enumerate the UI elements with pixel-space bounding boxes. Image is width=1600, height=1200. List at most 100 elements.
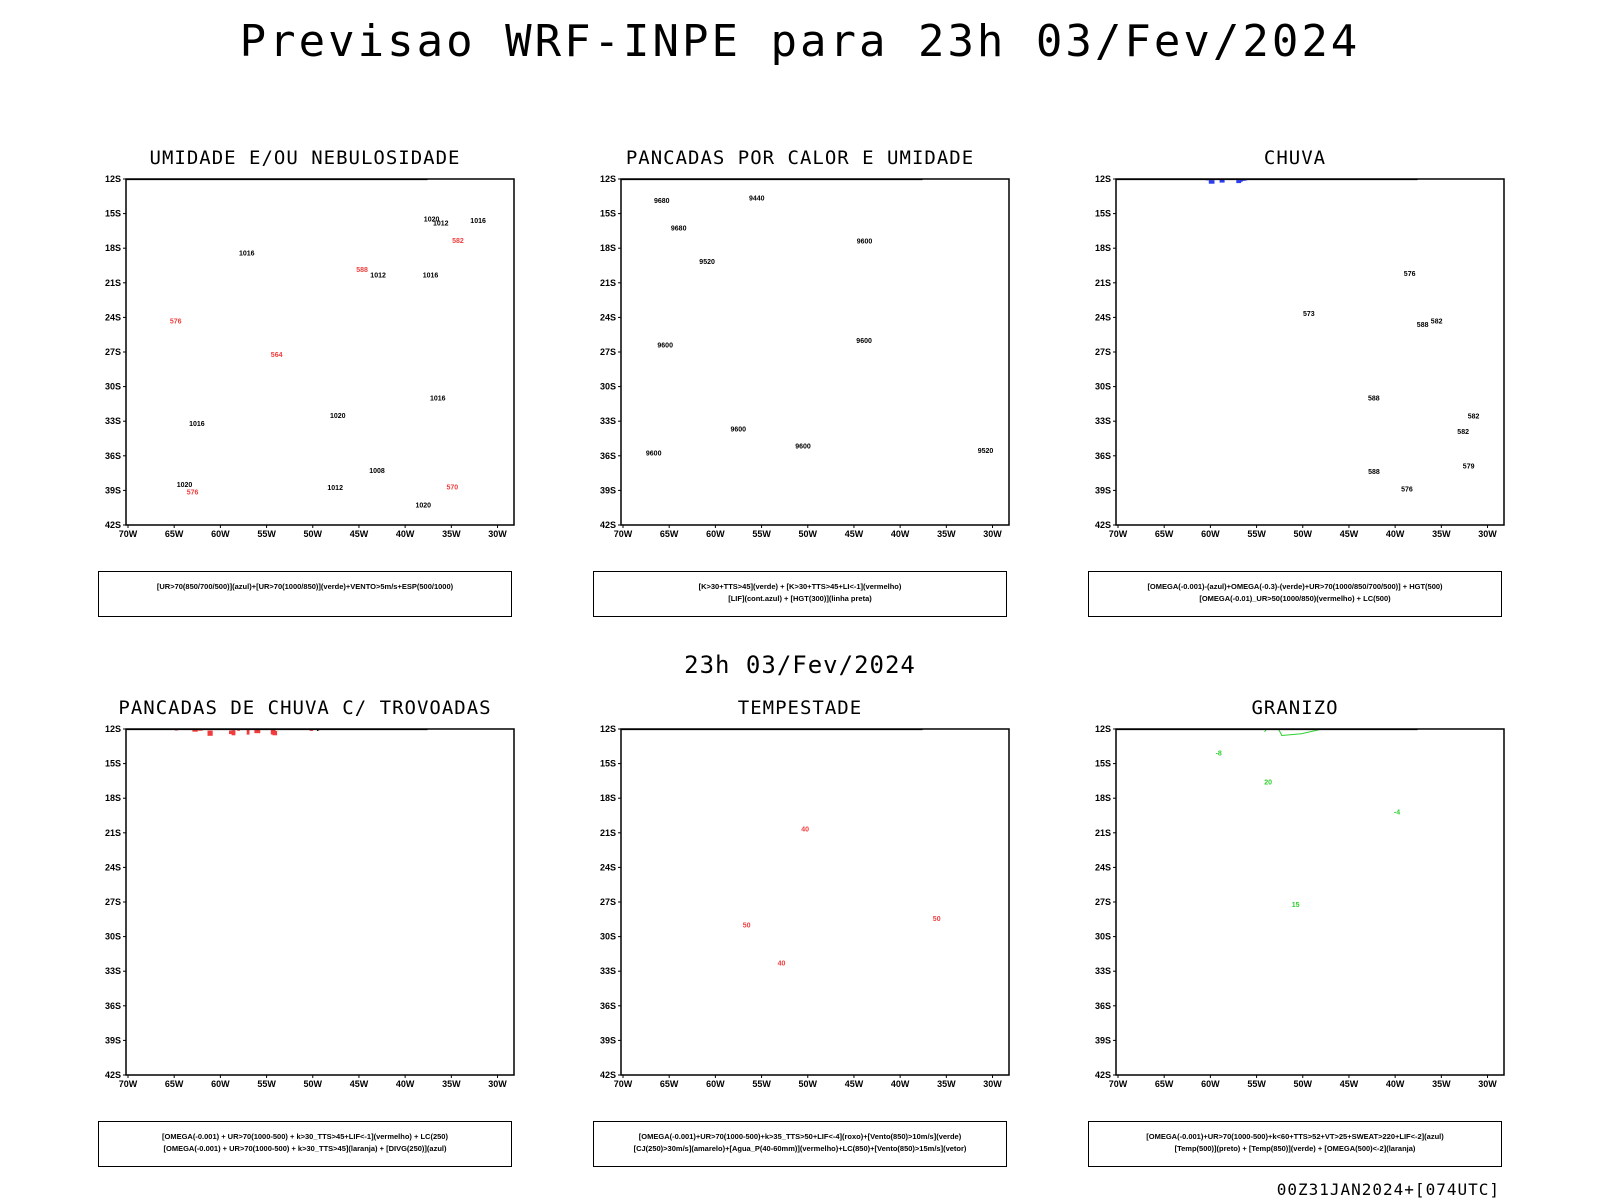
lat-label: 18S [1095,243,1111,253]
run-footer: 00Z31JAN2024+[074UTC] [1276,1180,1500,1199]
panel-tempestade: TEMPESTADE 40 50 50 40 12S 15S 18S 21S 24S 27S 30S… [565,697,1035,1177]
field-cell [1211,175,1216,178]
field-cell [1236,180,1242,184]
forecast-map[interactable]: 1012101610161016101610121020102010081016… [98,175,518,551]
lon-label: 30W [1478,1079,1497,1089]
lon-label: 30W [488,1079,507,1089]
field-cell [1191,175,1193,178]
lat-label: 27S [105,897,121,907]
lon-label: 40W [396,1079,415,1089]
lon-label: 70W [1109,529,1128,539]
lat-label: 30S [105,932,121,942]
field-cell [180,725,184,728]
contour-label: 40 [801,827,809,834]
lat-label: 18S [600,243,616,253]
field-cell [192,729,198,732]
lat-label: 18S [105,793,121,803]
legend-line-1: [UR>70(850/700/500)](azul)+[UR>70(1000/8… [156,582,454,591]
contour-label: 50 [933,916,941,923]
legend-line-2: [CJ(250)>30m/s](amarelo)+[Agua_P(40-60mm… [633,1144,967,1153]
panel-title: PANCADAS POR CALOR E UMIDADE [625,147,975,169]
map-layers [126,725,514,1075]
lat-label: 27S [1095,897,1111,907]
lat-label: 21S [1095,278,1111,288]
lat-label: 36S [600,451,616,461]
lat-label: 42S [600,1070,616,1080]
lat-label: 12S [600,725,616,734]
lat-label: 12S [1095,175,1111,184]
lat-label: 30S [1095,932,1111,942]
lon-label: 55W [1247,1079,1266,1089]
lon-label: 40W [1386,529,1405,539]
lon-label: 50W [1294,529,1313,539]
contour-label: 1020 [424,217,440,224]
lat-label: 21S [600,278,616,288]
forecast-map[interactable]: 58858258858258857658257357957612S15S18S2… [1088,175,1508,551]
field-cell [1273,175,1278,178]
forecast-map[interactable]: 9680 9600 9600 9600 9600 9680 9600 9520 9440 9520… [593,175,1013,551]
lon-label: 70W [614,529,633,539]
lon-label: 55W [1247,529,1266,539]
contour-label: 1020 [416,502,432,509]
lon-label: 70W [1109,1079,1128,1089]
contour-label: 582 [452,238,464,245]
lon-label: 45W [1340,529,1359,539]
panel-pancadas-calor: PANCADAS POR CALOR E UMIDADE 9680 9600 960… [565,147,1035,627]
lat-label: 39S [600,485,616,495]
lat-label: 12S [105,725,121,734]
lat-label: 21S [105,278,121,288]
forecast-map[interactable]: 40 50 50 40 12S 15S 18S 21S 24S 27S 30S 33S 36S 39S 42… [593,725,1013,1101]
field-cell [1245,175,1251,178]
lat-label: 39S [105,1035,121,1045]
field-cell [1219,179,1225,183]
contour-label: 576 [1401,487,1413,494]
lat-label: 33S [105,966,121,976]
lat-label: 39S [105,485,121,495]
contour-label: 9520 [699,259,715,266]
field-cell [1227,175,1232,177]
field-cell [207,730,213,736]
lat-label: 39S [1095,1035,1111,1045]
contour-label: 576 [187,490,199,497]
forecast-map[interactable]: -4 15 20 -8 12S 15S 18S 21S 24S 27S 30S 33S 36S 39S 42… [1088,725,1508,1101]
contour-label: 1016 [423,273,439,280]
lon-label: 45W [350,1079,369,1089]
mid-title: 23h 03/Fev/2024 [684,651,916,679]
lat-label: 27S [600,347,616,357]
lon-label: 65W [660,529,679,539]
lat-label: 42S [1095,1070,1111,1080]
legend-line-1: [OMEGA(-0.001)+UR>70(1000-500)+k<60+TTS>… [1146,1132,1444,1141]
contour-label: 1020 [330,413,346,420]
contour-label: 576 [170,319,182,326]
field-cell [272,731,278,736]
lon-label: 30W [983,529,1002,539]
map-layers: 9680 9600 9600 9600 9600 9680 9600 9520 9440 9520… [621,179,1009,525]
lat-label: 24S [1095,862,1111,872]
lat-label: 33S [1095,416,1111,426]
panel-title: CHUVA [1263,147,1327,169]
lon-label: 55W [752,1079,771,1089]
contour-label: 9600 [857,239,873,246]
lon-label: 60W [706,1079,725,1089]
contour-label: 9600 [795,443,811,450]
field-cell [231,730,236,736]
lat-label: 36S [105,451,121,461]
lat-label: 30S [1095,382,1111,392]
field-cell [261,725,265,727]
lat-label: 15S [1095,759,1111,769]
panel-granizo: GRANIZO -4 15 20 -8 12S 15S 18S 21S 24S 27S 30S 33S… [1060,697,1530,1177]
contour-label: 582 [1457,429,1469,436]
lat-label: 42S [105,1070,121,1080]
field-cell [272,725,277,728]
contour-label: 15 [1292,902,1300,909]
lon-label: 50W [799,1079,818,1089]
lat-label: 15S [600,209,616,219]
map-layers: -4 15 20 -8 [1116,729,1504,1075]
legend-line-1: [OMEGA(-0.001)-(azul)+OMEGA(-0.3)-(verde… [1147,582,1443,591]
field-cell [178,725,181,726]
contour-label: 9440 [749,196,765,203]
lon-label: 60W [706,529,725,539]
lat-label: 42S [1095,520,1111,530]
lat-label: 15S [105,759,121,769]
